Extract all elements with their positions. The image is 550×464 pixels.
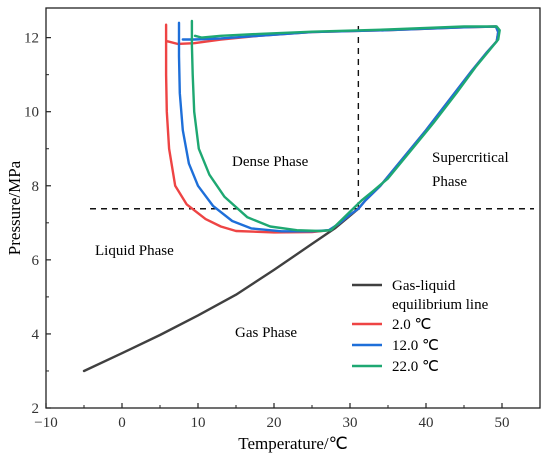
reference-lines (90, 26, 534, 210)
y-tick-label: 12 (24, 31, 39, 47)
gas-phase-label: Gas Phase (235, 325, 297, 341)
y-tick-label: 8 (32, 179, 40, 195)
series-lines (82, 19, 501, 373)
y-tick-label: 10 (24, 105, 39, 121)
x-axis-title: Temperature/℃ (238, 434, 347, 453)
supercritical-label-line1: Supercritical (432, 150, 509, 166)
y-tick-label: 6 (32, 253, 40, 269)
x-tick-label: 50 (495, 415, 510, 431)
liquid-phase-label: Liquid Phase (95, 243, 174, 259)
x-tick-label: 0 (118, 415, 126, 431)
dense-phase-label: Dense Phase (232, 154, 309, 170)
legend-label-2c: 2.0 ℃ (392, 317, 431, 333)
series-line-2-0 (164, 23, 500, 234)
plot-frame (45, 7, 541, 409)
x-tick-label: −10 (34, 415, 57, 431)
series-line-equilibrium (82, 207, 360, 373)
legend-label-22c: 22.0 ℃ (392, 359, 439, 375)
legend-label-12c: 12.0 ℃ (392, 338, 439, 354)
x-tick-label: 40 (419, 415, 434, 431)
x-tick-label: 10 (191, 415, 206, 431)
series-line-22-0 (190, 19, 501, 233)
legend-label-equilibrium-line1: Gas-liquid (392, 278, 456, 294)
supercritical-label-line2: Phase (432, 174, 467, 190)
y-tick-label: 2 (32, 401, 40, 417)
y-axis-title: Pressure/MPa (5, 160, 24, 255)
y-tick-label: 4 (32, 327, 40, 343)
legend-label-equilibrium-line2: equilibrium line (392, 297, 489, 313)
x-tick-label: 30 (343, 415, 358, 431)
x-tick-label: 20 (267, 415, 282, 431)
legend: Gas-liquid equilibrium line 2.0 ℃ 12.0 ℃… (352, 278, 489, 375)
axis-ticks: −10 0 10 20 30 40 50 2 4 6 8 10 12 (24, 31, 510, 431)
